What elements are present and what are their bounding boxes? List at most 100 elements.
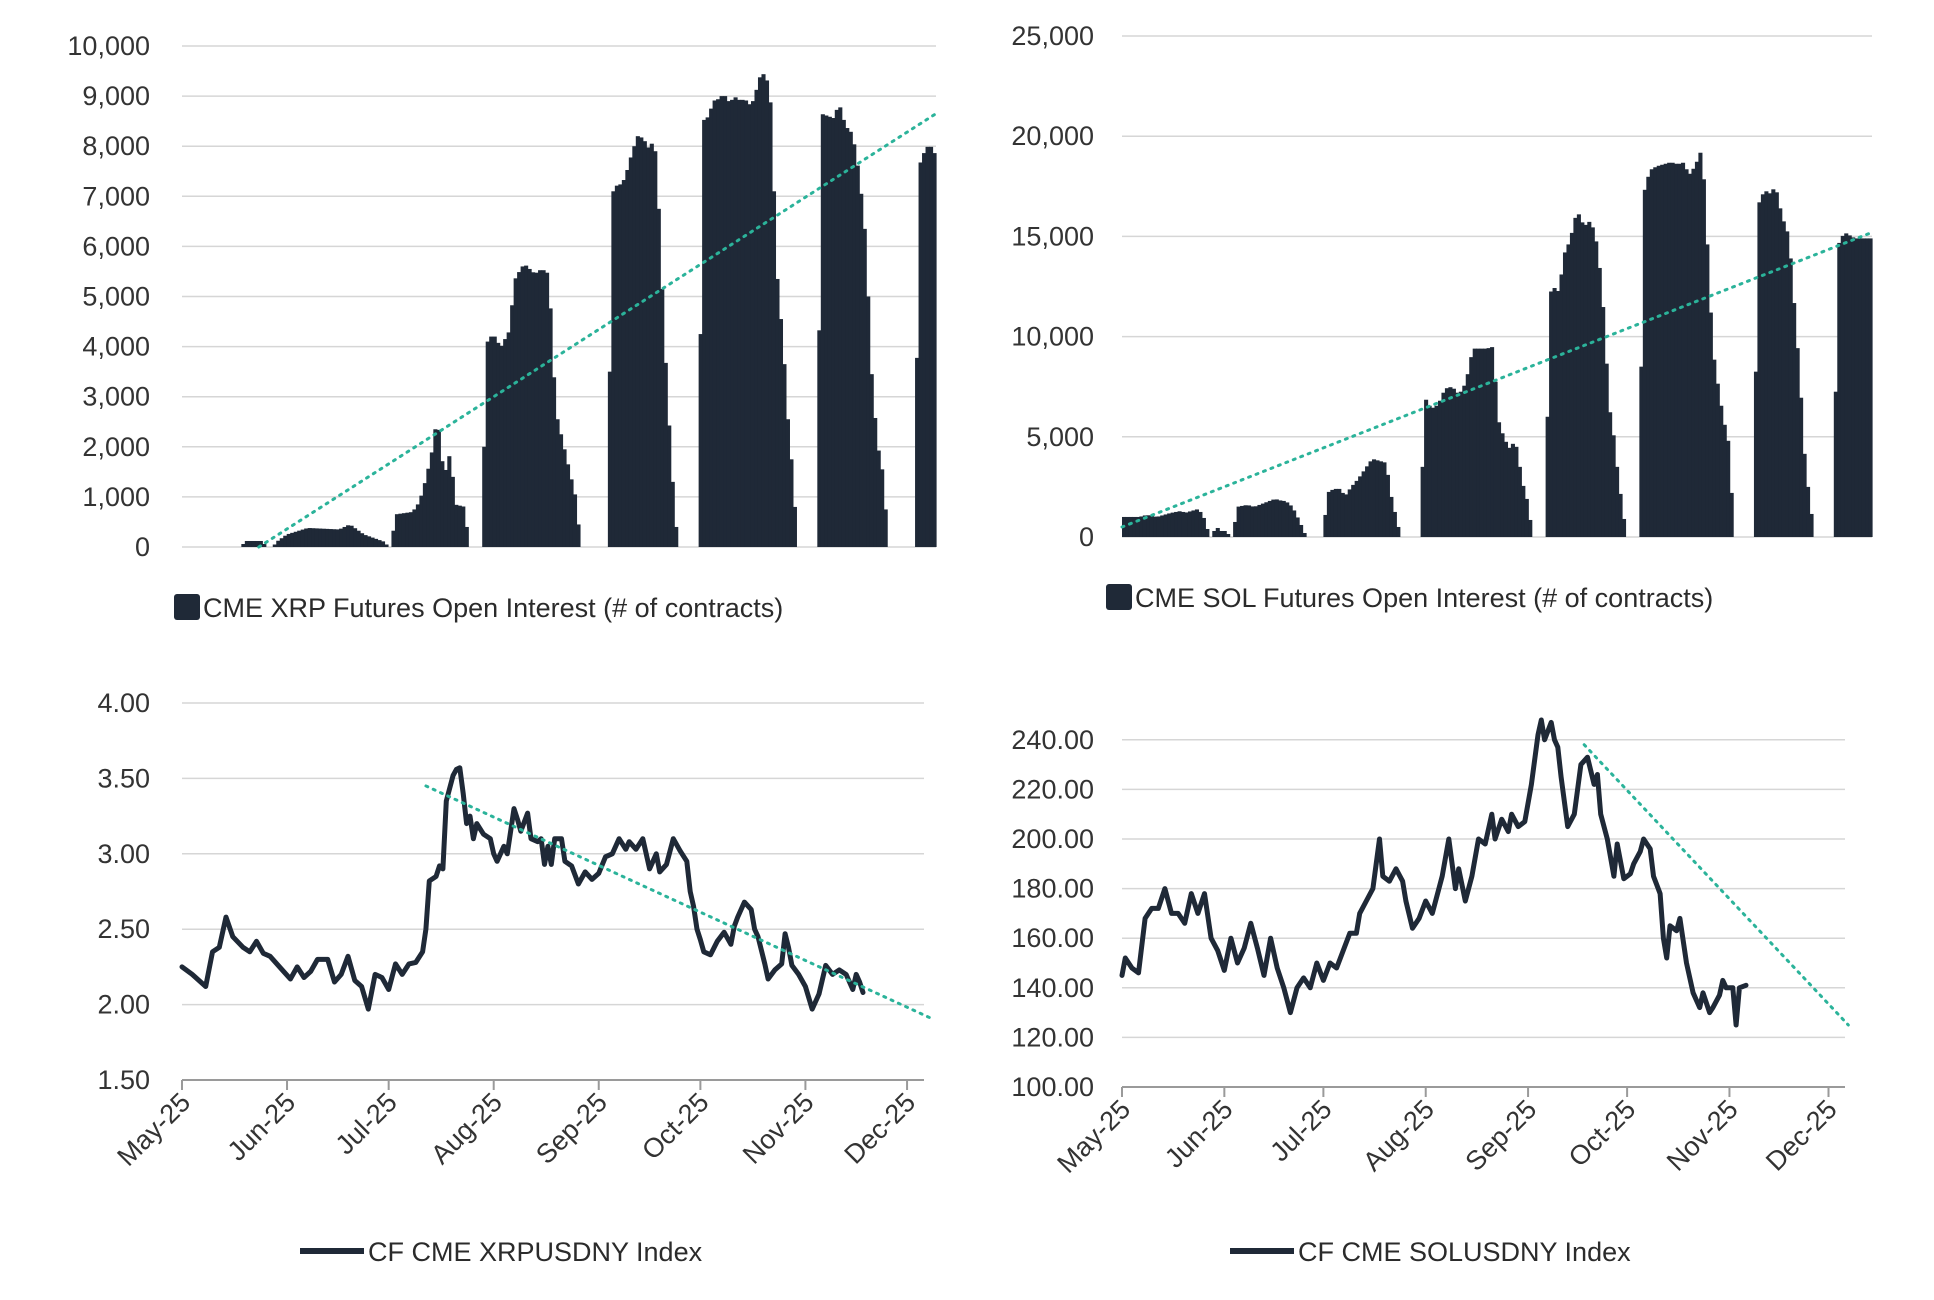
sol-oi-bar [1566, 244, 1571, 537]
xrp-oi-bar [824, 115, 829, 548]
xrp-oi-bar [709, 108, 714, 547]
sol-oi-bar [1781, 221, 1786, 537]
xrp-oi-bar [716, 99, 721, 547]
xrp-oi-y-tick-label: 1,000 [82, 482, 150, 512]
xrp-oi-bar [367, 536, 372, 547]
xrp-oi-bar [642, 141, 647, 547]
sol-oi-bar [1604, 363, 1609, 537]
xrp-oi-bar [332, 529, 337, 547]
xrp-oi-bar [569, 479, 574, 547]
xrp-oi-bar [559, 434, 564, 547]
xrp-oi-bar [744, 100, 749, 547]
sol-oi-bar [1809, 513, 1814, 537]
sol-oi-bar [1590, 227, 1595, 537]
xrp-oi-bar [255, 540, 260, 547]
sol-oi-bar [1375, 460, 1380, 537]
sol-oi-bar [1552, 288, 1557, 537]
sol-oi-bar [1340, 492, 1345, 537]
xrp-oi-bar [394, 514, 400, 547]
sol-oi-bar [1521, 485, 1526, 537]
sol-oi-bar [1556, 291, 1561, 537]
sol-oi-bar [1476, 348, 1481, 537]
sol-oi-bar [1278, 500, 1283, 537]
xrp-oi-bar [517, 272, 522, 547]
sol-oi-bar [1674, 163, 1679, 537]
sol-oi-bar [1264, 502, 1269, 537]
sol-index-y-tick-label: 240.00 [1011, 725, 1094, 755]
xrp-oi-bar [293, 531, 298, 547]
xrp-oi-bar [880, 469, 885, 547]
sol-index-x-tick-label: May-25 [1051, 1094, 1136, 1179]
sol-oi-bar [1861, 238, 1866, 538]
xrp-index-x-tick-label: Sep-25 [530, 1087, 613, 1170]
sol-oi-bar [1785, 231, 1790, 537]
xrp-oi-bar [510, 305, 515, 547]
sol-oi-bar [1608, 412, 1613, 537]
sol-oi-bar [1250, 506, 1255, 537]
xrp-oi-y-tick-label: 6,000 [82, 231, 150, 261]
xrp-oi-bar [562, 449, 567, 547]
sol-oi-bar [1594, 241, 1599, 537]
xrp-oi-bar [415, 504, 420, 547]
xrp-oi-bar [834, 109, 839, 547]
xrp-oi-bar [370, 537, 375, 547]
sol-oi-bar [1562, 252, 1568, 537]
xrp-oi-bar [419, 495, 424, 547]
sol-oi-bar [1677, 163, 1682, 537]
sol-oi-bar [1205, 528, 1210, 537]
sol-oi-bar [1576, 214, 1581, 537]
xrp-oi-bar [932, 153, 937, 547]
sol-oi-bar [1247, 505, 1252, 537]
sol-oi-bar [1833, 391, 1838, 537]
xrp-oi-bar [436, 429, 441, 547]
xrp-oi-legend[interactable]: CME XRP Futures Open Interest (# of cont… [174, 593, 783, 623]
xrp-index-gridlines [182, 702, 924, 1081]
sol-oi-bar [1198, 511, 1203, 537]
xrp-oi-bar [241, 543, 246, 547]
sol-oi-bar [1837, 242, 1842, 537]
sol-oi-bar [1281, 500, 1286, 537]
xrp-oi-bar [628, 157, 633, 547]
xrp-oi-bar [307, 528, 312, 547]
sol-oi-bar [1267, 500, 1272, 537]
sol-oi-y-tick-label: 25,000 [1011, 21, 1094, 51]
xrp-oi-bar [646, 147, 651, 547]
xrp-oi-bar [503, 339, 508, 547]
sol-oi-bar [1701, 179, 1706, 537]
sol-index-y-ticks: 100.00 120.00 140.00 160.00 180.00 200.00 220.… [1011, 725, 1094, 1102]
sol-oi-bar [1361, 471, 1366, 537]
sol-oi-bar [1462, 385, 1467, 537]
sol-oi-y-tick-label: 15,000 [1011, 221, 1094, 251]
sol-index-trendline-path [1582, 743, 1850, 1027]
xrp-oi-bar [398, 513, 403, 547]
xrp-oi-bar [670, 481, 675, 547]
sol-oi-bar [1681, 162, 1686, 538]
xrp-oi-bar [373, 538, 379, 547]
sol-index-legend[interactable]: CF CME SOLUSDNY Index [1230, 1237, 1631, 1267]
xrp-index-legend[interactable]: CF CME XRPUSDNY Index [300, 1237, 703, 1267]
xrp-oi-bar [272, 544, 277, 547]
sol-oi-bar [1448, 387, 1453, 537]
sol-oi-bar [1670, 162, 1675, 538]
xrp-oi-bar [663, 362, 668, 547]
sol-oi-bar [1257, 504, 1262, 537]
sol-index-series-line [1119, 717, 1749, 1028]
xrp-oi-bar [674, 526, 679, 547]
sol-oi-bar [1382, 462, 1387, 537]
xrp-oi-bar [859, 193, 864, 548]
sol-index-x-tick-label: Jun-25 [1159, 1094, 1239, 1174]
sol-oi-y-tick-label: 10,000 [1011, 322, 1094, 352]
sol-oi-bar [1226, 533, 1231, 537]
sol-oi-y-tick-label: 20,000 [1011, 121, 1094, 151]
xrp-index-x-tick-label: Dec-25 [839, 1087, 922, 1170]
xrp-oi-gridlines [182, 45, 936, 548]
xrp-oi-bar [346, 525, 351, 547]
sol-oi-bar [1219, 530, 1224, 537]
xrp-oi-bar [447, 456, 452, 547]
sol-oi-legend[interactable]: CME SOL Futures Open Interest (# of cont… [1106, 583, 1713, 613]
xrp-oi-bar [653, 151, 658, 547]
xrp-oi-bar [632, 146, 637, 547]
sol-oi-bar [1802, 453, 1807, 537]
xrp-oi-bar [405, 512, 410, 547]
